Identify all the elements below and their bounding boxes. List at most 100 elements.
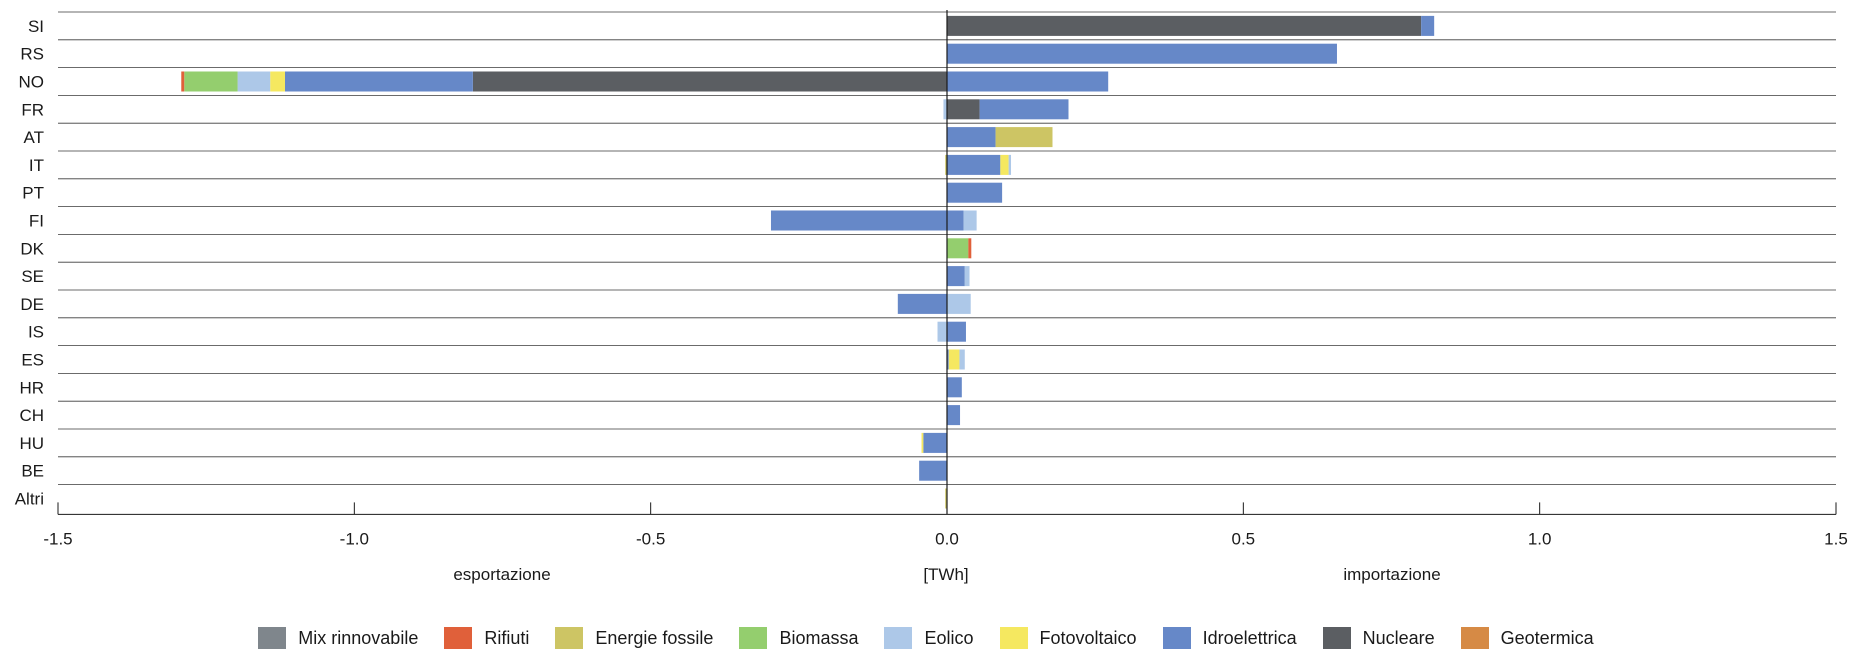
legend-item: Energie fossile — [555, 627, 713, 649]
bar-segment — [270, 71, 285, 92]
legend-label: Eolico — [924, 627, 974, 648]
category-label: RS — [20, 45, 44, 64]
legend-swatch — [999, 627, 1028, 649]
bar-segment — [947, 349, 949, 370]
bar-segment — [947, 99, 980, 120]
bar-segment — [959, 349, 965, 370]
x-tick-label: 1.0 — [1528, 529, 1552, 548]
bar-segment — [184, 71, 238, 92]
labels: SI RS NO FR AT IT PT FI DK SE DE IS ES HR CH HU BE Altri -… — [15, 17, 1848, 549]
legend-swatch — [555, 627, 584, 649]
legend-item: Eolico — [884, 627, 974, 649]
category-label: PT — [22, 184, 44, 203]
legend-label: Mix rinnovabile — [298, 627, 419, 648]
legend-swatch — [884, 627, 913, 649]
bar-segment — [945, 154, 947, 175]
bar-segment — [284, 71, 473, 92]
x-axis-label: [TWh] — [923, 565, 968, 584]
legend-swatch — [444, 627, 473, 649]
bar-segment — [947, 266, 965, 287]
legend-label: Idroelettrica — [1202, 627, 1297, 648]
bar-segment — [968, 238, 972, 259]
legend-label: Biomassa — [779, 627, 859, 648]
category-label: Altri — [15, 490, 44, 509]
legend-label: Geotermica — [1500, 627, 1594, 648]
bar-segment — [947, 43, 1337, 64]
export-label: esportazione — [453, 565, 550, 584]
legend-swatch — [1460, 627, 1489, 649]
legend-swatch — [1162, 627, 1191, 649]
bar-segment — [1000, 154, 1009, 175]
category-label: SE — [21, 267, 44, 286]
category-label: ES — [21, 351, 44, 370]
bar-segment — [995, 127, 1053, 148]
category-label: FR — [21, 100, 44, 119]
category-label: AT — [24, 128, 44, 147]
category-label: DK — [20, 239, 44, 258]
category-label: NO — [19, 73, 45, 92]
bars — [181, 15, 1435, 509]
bar-segment — [1008, 154, 1012, 175]
legend-label: Fotovoltaico — [1039, 627, 1137, 648]
bar-segment — [947, 182, 1003, 203]
bar-segment — [1421, 15, 1435, 36]
legend-item: Mix rinnovabile — [258, 627, 418, 649]
bar-segment — [947, 293, 971, 314]
stacked-bar-chart: SI RS NO FR AT IT PT FI DK SE DE IS ES HR CH HU BE Altri -… — [15, 10, 1848, 584]
bar-segment — [181, 71, 185, 92]
legend-item: Idroelettrica — [1162, 627, 1297, 649]
x-tick-label: 0.5 — [1232, 529, 1256, 548]
category-label: FI — [29, 212, 44, 231]
bar-segment — [947, 127, 996, 148]
bar-segment — [945, 488, 947, 509]
legend-swatch — [739, 627, 768, 649]
bar-segment — [770, 210, 947, 231]
bar-segment — [472, 71, 947, 92]
x-tick-label: 0.0 — [935, 529, 959, 548]
category-label: IT — [29, 156, 44, 175]
legend: Mix rinnovabile Rifiuti Energie fossile Bio… — [0, 624, 1852, 652]
bar-segment — [947, 238, 969, 259]
bar-segment — [947, 71, 1109, 92]
bar-segment — [947, 210, 964, 231]
legend-item: Geotermica — [1460, 627, 1594, 649]
bar-segment — [947, 405, 961, 426]
bar-segment — [963, 210, 977, 231]
bar-segment — [921, 432, 924, 453]
import-label: importazione — [1343, 565, 1440, 584]
bar-segment — [947, 15, 1422, 36]
legend-label: Nucleare — [1362, 627, 1435, 648]
bar-segment — [919, 460, 947, 481]
legend-label: Energie fossile — [595, 627, 714, 648]
category-label: IS — [28, 323, 44, 342]
x-tick-label: -1.0 — [340, 529, 369, 548]
legend-item: Fotovoltaico — [999, 627, 1137, 649]
bar-segment — [947, 321, 966, 342]
category-label: SI — [28, 17, 44, 36]
bar-segment — [948, 349, 960, 370]
category-label: HR — [19, 378, 44, 397]
x-tick-label: 1.5 — [1824, 529, 1848, 548]
x-tick-label: -1.5 — [43, 529, 72, 548]
bar-segment — [979, 99, 1069, 120]
legend-swatch — [258, 627, 287, 649]
legend-label: Rifiuti — [484, 627, 530, 648]
bar-segment — [947, 154, 1001, 175]
bar-segment — [947, 377, 962, 398]
bar-segment — [937, 321, 947, 342]
legend-swatch — [1322, 627, 1351, 649]
category-label: HU — [19, 434, 44, 453]
bar-segment — [897, 293, 947, 314]
bar-segment — [964, 266, 970, 287]
legend-item: Nucleare — [1322, 627, 1435, 649]
legend-item: Biomassa — [739, 627, 858, 649]
legend-item: Rifiuti — [444, 627, 529, 649]
category-label: DE — [20, 295, 44, 314]
bar-segment — [943, 99, 947, 120]
category-label: CH — [19, 406, 44, 425]
x-tick-label: -0.5 — [636, 529, 665, 548]
axes — [57, 10, 1837, 515]
category-label: BE — [21, 462, 44, 481]
bar-segment — [923, 432, 947, 453]
